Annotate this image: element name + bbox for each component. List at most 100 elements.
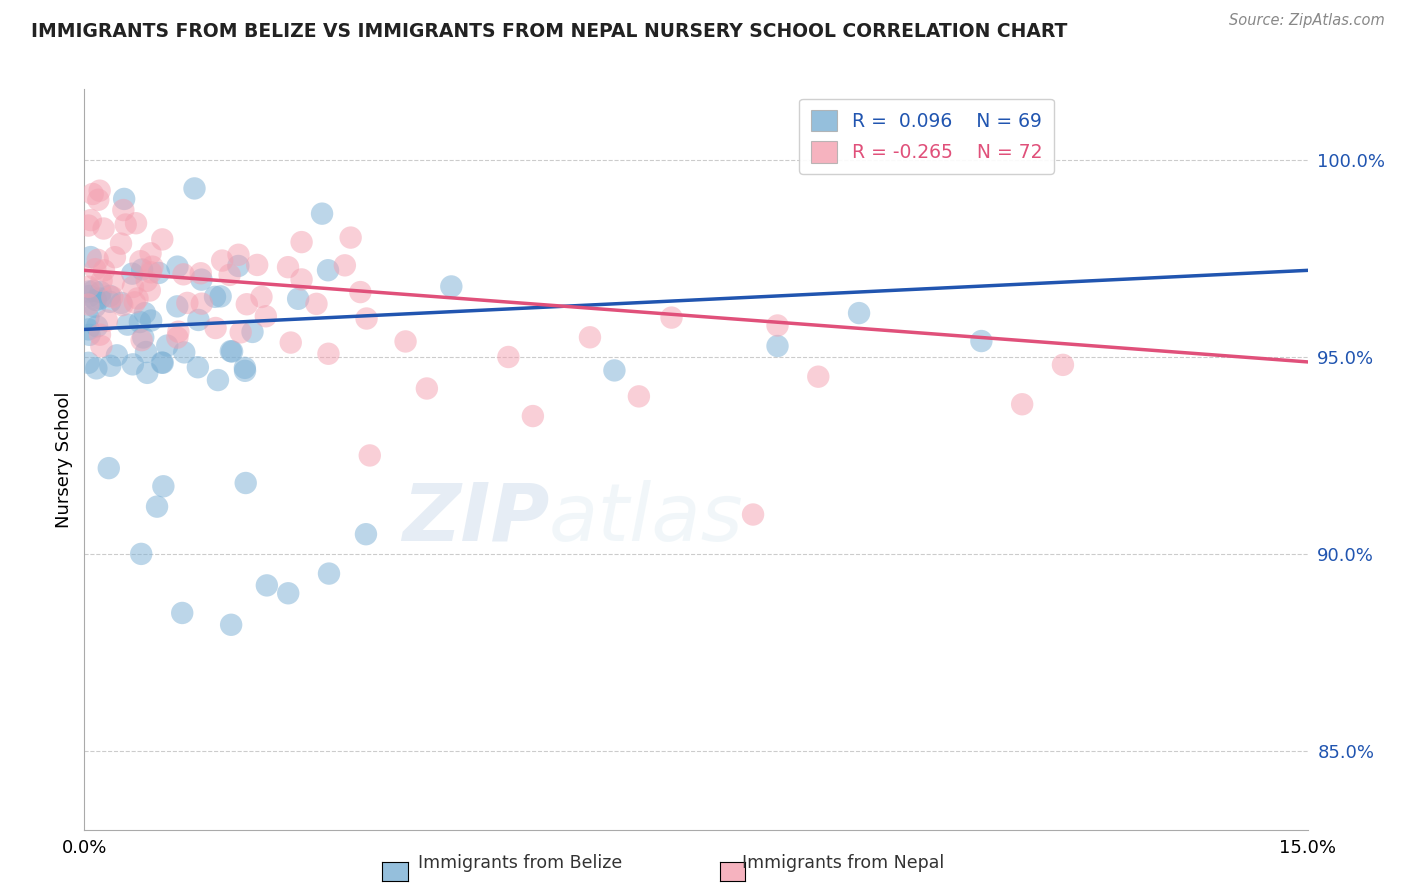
Point (254, 310, 277, 324)
Text: ZIP: ZIP (402, 480, 550, 558)
Point (124, 295, 146, 310)
Point (166, 330, 188, 344)
Point (90, 285, 112, 299)
Point (83, 284, 105, 298)
Point (339, 230, 361, 244)
Point (305, 297, 328, 311)
Point (77, 297, 100, 311)
Point (173, 345, 195, 359)
Point (221, 344, 243, 359)
Point (84, 293, 107, 307)
Point (127, 292, 149, 306)
Point (93, 263, 115, 277)
Point (235, 475, 257, 490)
Point (82, 186, 104, 201)
Point (661, 310, 683, 325)
Point (79, 327, 101, 342)
Point (87, 193, 110, 207)
Point (218, 268, 240, 282)
Point (110, 296, 132, 310)
Point (114, 218, 136, 232)
Point (228, 259, 250, 273)
Point (333, 258, 356, 272)
Point (250, 290, 273, 304)
Point (111, 298, 134, 312)
Point (187, 360, 209, 375)
Point (229, 326, 252, 340)
Point (128, 315, 150, 329)
Point (96, 313, 118, 327)
Point (80, 213, 103, 227)
Point (207, 373, 229, 387)
Point (190, 266, 212, 280)
Point (183, 181, 205, 195)
Point (79, 250, 101, 264)
Point (77, 280, 100, 294)
Point (89, 184, 111, 198)
Text: IMMIGRANTS FROM BELIZE VS IMMIGRANTS FROM NEPAL NURSERY SCHOOL CORRELATION CHART: IMMIGRANTS FROM BELIZE VS IMMIGRANTS FRO… (31, 22, 1067, 41)
Point (110, 236, 132, 251)
Point (204, 290, 226, 304)
Point (136, 366, 159, 380)
Text: Immigrants from Nepal: Immigrants from Nepal (742, 855, 945, 872)
Point (176, 296, 198, 310)
Point (290, 272, 312, 286)
Point (440, 279, 463, 293)
Point (766, 318, 789, 333)
Point (970, 334, 993, 348)
Point (77, 322, 100, 336)
Point (522, 409, 544, 423)
Point (86, 361, 108, 376)
Point (121, 357, 143, 371)
Point (135, 345, 157, 359)
Point (742, 508, 765, 522)
Point (104, 250, 127, 264)
Point (77, 310, 100, 325)
Point (219, 344, 242, 359)
Point (150, 355, 173, 369)
Point (122, 280, 145, 294)
Point (256, 578, 278, 592)
Point (291, 235, 314, 249)
Point (139, 246, 162, 260)
Point (86, 319, 108, 334)
Point (848, 306, 870, 320)
Point (172, 606, 194, 620)
Point (187, 313, 209, 327)
Point (117, 318, 139, 332)
Point (79, 289, 101, 303)
Point (93, 221, 115, 235)
Point (135, 274, 157, 288)
Point (277, 260, 299, 275)
Point (148, 266, 170, 280)
Point (129, 547, 152, 561)
Point (146, 500, 169, 514)
Y-axis label: Nursery School: Nursery School (55, 391, 73, 528)
Point (233, 364, 256, 378)
Text: Immigrants from Belize: Immigrants from Belize (418, 855, 623, 872)
Point (579, 330, 602, 344)
Point (766, 339, 789, 353)
Point (141, 313, 163, 327)
Point (150, 232, 173, 246)
Point (112, 202, 135, 217)
Point (1052, 358, 1074, 372)
Point (132, 330, 155, 344)
Point (277, 586, 299, 600)
Point (84, 262, 107, 277)
Point (103, 276, 125, 290)
Point (349, 285, 371, 299)
Point (166, 260, 188, 274)
Point (129, 254, 152, 268)
Point (139, 265, 162, 279)
Point (318, 566, 340, 581)
Point (101, 290, 124, 304)
Point (204, 321, 226, 335)
Point (498, 350, 520, 364)
Point (228, 248, 250, 262)
Point (89, 292, 111, 306)
Point (316, 263, 339, 277)
Point (98, 359, 121, 373)
Point (190, 272, 212, 286)
Point (98, 294, 121, 309)
